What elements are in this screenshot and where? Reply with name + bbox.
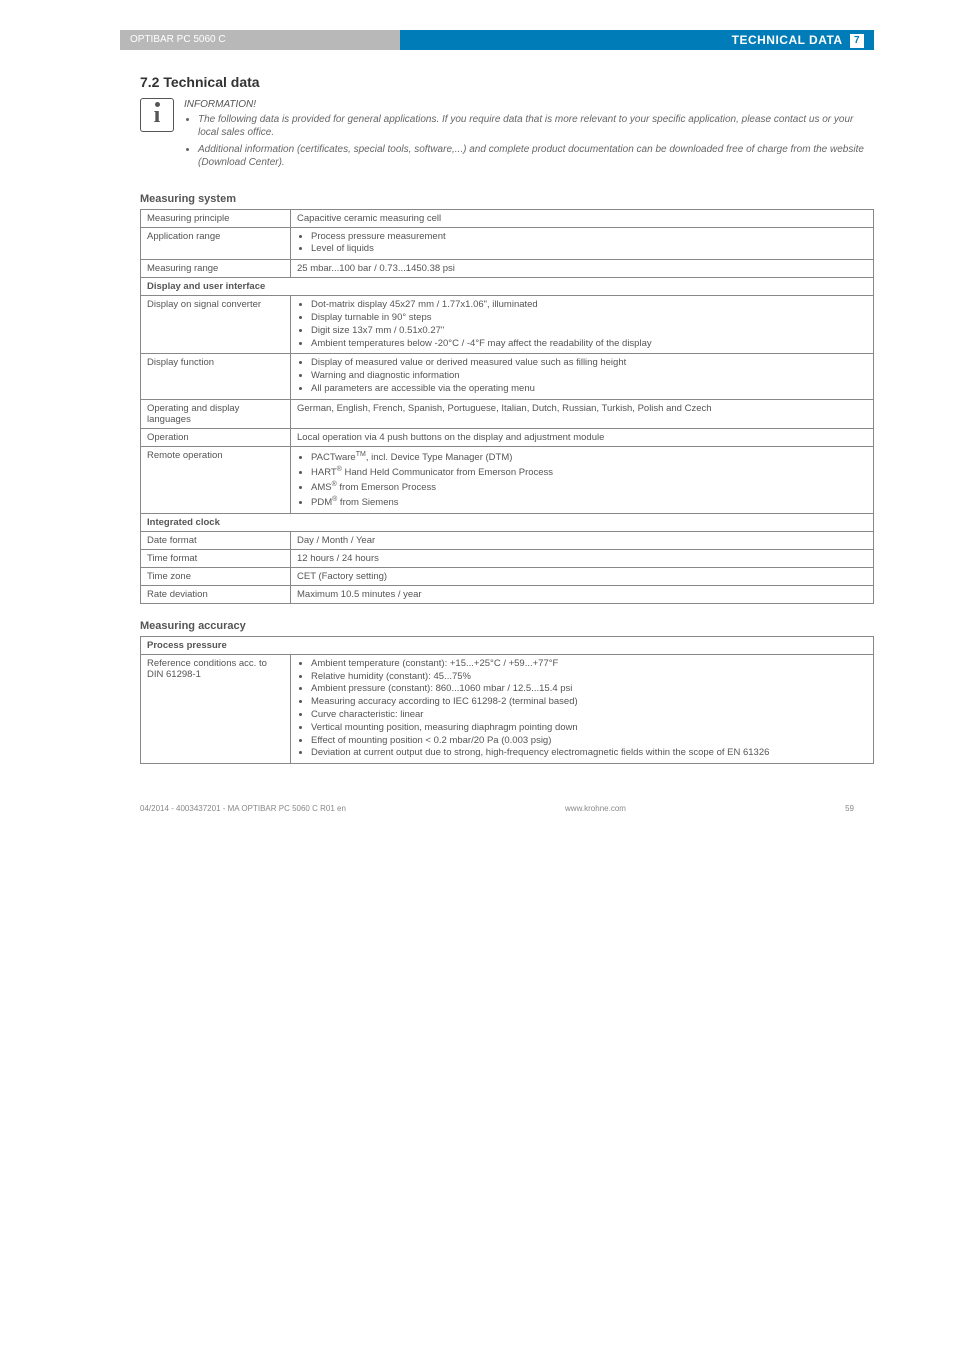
table-row: Rate deviation Maximum 10.5 minutes / ye… — [141, 585, 874, 603]
table-subhead: Integrated clock — [141, 513, 874, 531]
cell-label: Time format — [141, 549, 291, 567]
table-row: Display on signal converter Dot-matrix d… — [141, 296, 874, 354]
section-num: 7 — [850, 34, 864, 48]
footer-right: 59 — [845, 804, 854, 813]
table-row: Operation Local operation via 4 push but… — [141, 428, 874, 446]
table-row: Remote operation PACTwareTM, incl. Devic… — [141, 446, 874, 513]
table-title-measuring: Measuring system — [140, 193, 874, 205]
cell-label: Application range — [141, 227, 291, 260]
page-title: 7.2 Technical data — [140, 74, 874, 90]
cell-value: Process pressure measurement Level of li… — [291, 227, 874, 260]
cell-value: 25 mbar...100 bar / 0.73...1450.38 psi — [291, 260, 874, 278]
footer-center: www.krohne.com — [565, 804, 626, 813]
cell-value: Capacitive ceramic measuring cell — [291, 209, 874, 227]
cell-value: Ambient temperature (constant): +15...+2… — [291, 654, 874, 764]
cell-label: Display function — [141, 354, 291, 399]
table-row: Measuring principle Capacitive ceramic m… — [141, 209, 874, 227]
table-row: Measuring range 25 mbar...100 bar / 0.73… — [141, 260, 874, 278]
product-label: OPTIBAR PC 5060 C — [120, 30, 400, 50]
cell-value: CET (Factory setting) — [291, 567, 874, 585]
cell-label: Time zone — [141, 567, 291, 585]
table-title-accuracy: Measuring accuracy — [140, 620, 874, 632]
table-row: Display function Display of measured val… — [141, 354, 874, 399]
cell-label: Reference conditions acc. to DIN 61298-1 — [141, 654, 291, 764]
table-row: Time format 12 hours / 24 hours — [141, 549, 874, 567]
cell-value: PACTwareTM, incl. Device Type Manager (D… — [291, 446, 874, 513]
table-subhead: Process pressure — [141, 636, 874, 654]
info-list: The following data is provided for gener… — [184, 113, 874, 170]
cell-label: Remote operation — [141, 446, 291, 513]
info-bullet: Additional information (certificates, sp… — [198, 143, 874, 170]
table-subhead: Display and user interface — [141, 278, 874, 296]
section-text: TECHNICAL DATA — [732, 33, 843, 47]
cell-value: Display of measured value or derived mea… — [291, 354, 874, 399]
table-row: Reference conditions acc. to DIN 61298-1… — [141, 654, 874, 764]
cell-label: Date format — [141, 531, 291, 549]
cell-label: Rate deviation — [141, 585, 291, 603]
cell-value: German, English, French, Spanish, Portug… — [291, 399, 874, 428]
cell-value: Maximum 10.5 minutes / year — [291, 585, 874, 603]
cell-value: Local operation via 4 push buttons on th… — [291, 428, 874, 446]
footer-left: 04/2014 - 4003437201 - MA OPTIBAR PC 506… — [140, 804, 346, 813]
cell-value: 12 hours / 24 hours — [291, 549, 874, 567]
header-bar: OPTIBAR PC 5060 C TECHNICAL DATA 7 — [120, 30, 874, 50]
cell-label: Operation — [141, 428, 291, 446]
cell-label: Display on signal converter — [141, 296, 291, 354]
table-row: Time zone CET (Factory setting) — [141, 567, 874, 585]
section-label: TECHNICAL DATA 7 — [400, 30, 874, 50]
info-heading: INFORMATION! — [184, 98, 874, 112]
subhead-cell: Integrated clock — [141, 513, 874, 531]
table-row: Date format Day / Month / Year — [141, 531, 874, 549]
cell-value: Dot-matrix display 45x27 mm / 1.77x1.06"… — [291, 296, 874, 354]
cell-label: Measuring range — [141, 260, 291, 278]
table-row: Application range Process pressure measu… — [141, 227, 874, 260]
table-row: Operating and display languages German, … — [141, 399, 874, 428]
cell-label: Operating and display languages — [141, 399, 291, 428]
info-block: ı INFORMATION! The following data is pro… — [140, 98, 874, 173]
measuring-system-table: Measuring principle Capacitive ceramic m… — [140, 209, 874, 604]
cell-label: Measuring principle — [141, 209, 291, 227]
info-icon: ı — [140, 98, 174, 132]
cell-value: Day / Month / Year — [291, 531, 874, 549]
info-bullet: The following data is provided for gener… — [198, 113, 874, 140]
accuracy-table: Process pressure Reference conditions ac… — [140, 636, 874, 765]
subhead-cell: Process pressure — [141, 636, 874, 654]
subhead-cell: Display and user interface — [141, 278, 874, 296]
info-text: INFORMATION! The following data is provi… — [184, 98, 874, 173]
footer: 04/2014 - 4003437201 - MA OPTIBAR PC 506… — [140, 804, 854, 813]
